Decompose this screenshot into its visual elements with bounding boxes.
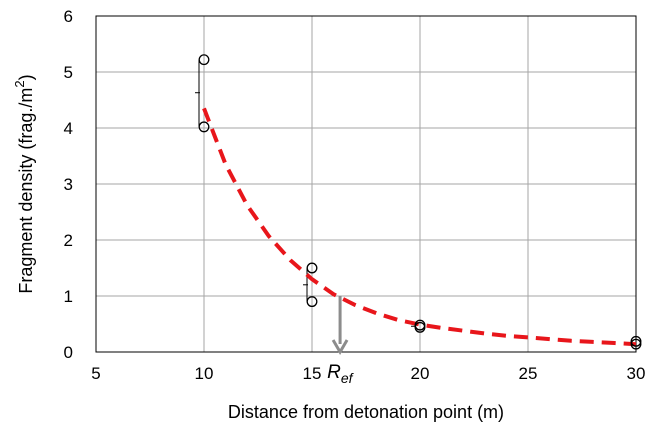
- x-tick-label: 25: [519, 364, 538, 383]
- y-axis-title-superscript: 2: [12, 80, 27, 87]
- y-tick-label: 0: [64, 343, 73, 362]
- error-bars: [195, 59, 632, 345]
- x-axis-title: Distance from detonation point (m): [228, 402, 504, 422]
- data-point: [414, 321, 426, 333]
- data-point: [306, 262, 318, 274]
- data-point: [198, 54, 210, 66]
- data-point: [630, 335, 642, 347]
- y-tick-label: 2: [64, 231, 73, 250]
- y-tick-label: 3: [64, 175, 73, 194]
- ref-annotation: Ref: [327, 296, 355, 386]
- y-axis-title: Fragment density (frag./m2): [12, 74, 36, 293]
- y-tick-label: 4: [64, 119, 73, 138]
- ref-label-subscript: ef: [341, 370, 355, 386]
- x-tick-label: 5: [91, 364, 100, 383]
- y-tick-label: 6: [64, 7, 73, 26]
- data-point: [306, 296, 318, 308]
- ref-label-main: R: [327, 362, 341, 383]
- grid: [95, 15, 637, 353]
- y-tick-label: 5: [64, 63, 73, 82]
- x-tick-label: 10: [195, 364, 214, 383]
- ref-arrow-head: [331, 339, 349, 355]
- y-tick-labels: 0 1 2 3 4 5 6: [64, 7, 73, 362]
- ref-label: Ref: [327, 362, 355, 386]
- x-tick-label: 20: [411, 364, 430, 383]
- x-tick-label: 15: [303, 364, 322, 383]
- x-tick-label: 30: [627, 364, 646, 383]
- data-point: [198, 121, 210, 133]
- data-points: [198, 54, 642, 350]
- plot-frame: [95, 15, 637, 353]
- y-axis-title-tail: ): [16, 74, 36, 80]
- x-tick-labels: 5 10 15 20 25 30: [91, 364, 645, 383]
- data-point: [630, 338, 642, 350]
- fit-curve: [202, 107, 637, 347]
- y-tick-label: 1: [64, 287, 73, 306]
- y-axis-title-main: Fragment density (frag./m: [16, 88, 36, 294]
